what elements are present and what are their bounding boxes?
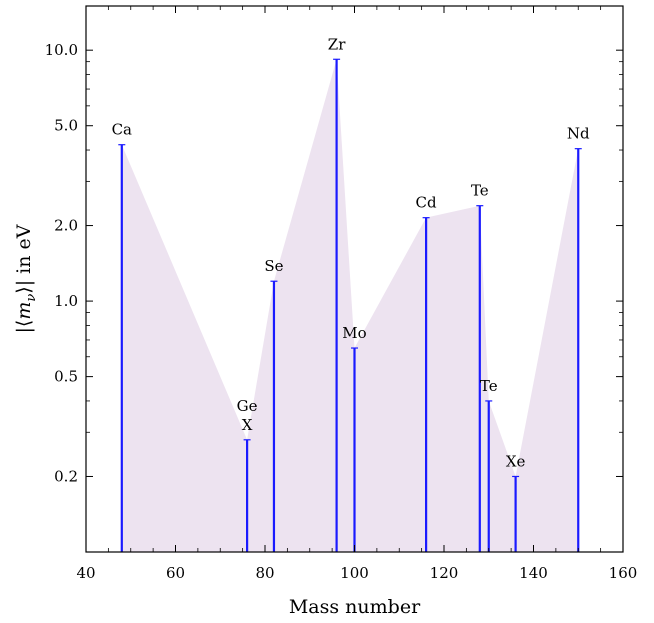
y-tick-label: 0.2 — [54, 467, 78, 485]
element-label: Ge X — [237, 397, 258, 434]
element-label: Ca — [112, 121, 132, 139]
element-labels-layer: Ca Ge X Se Zr Mo Cd Te Te Xe Nd — [112, 35, 590, 470]
y-tick-label: 10.0 — [45, 41, 78, 59]
element-label: Mo — [342, 324, 366, 342]
ticks-layer: 40 60 80 100 120 140 160 0.2 0.5 1.0 2.0 5.0 10.0 — [45, 6, 638, 582]
x-tick-label: 60 — [166, 564, 185, 582]
envelope-fill-layer — [121, 59, 579, 552]
y-tick-label: 1.0 — [54, 292, 78, 310]
x-tick-label: 100 — [340, 564, 369, 582]
x-axis-title: Mass number — [289, 596, 421, 618]
bars-layer — [118, 58, 582, 552]
y-tick-label: 5.0 — [54, 117, 78, 135]
element-label: Te — [471, 182, 489, 200]
x-tick-label: 160 — [609, 564, 638, 582]
element-label: Nd — [567, 125, 590, 143]
element-label: Zr — [328, 35, 346, 53]
x-tick-label: 140 — [519, 564, 548, 582]
x-tick-label: 120 — [430, 564, 459, 582]
y-axis-title: |⟨mν⟩| in eV — [13, 224, 39, 333]
element-label: Se — [264, 257, 283, 275]
y-tick-label: 2.0 — [54, 217, 78, 235]
element-label: Cd — [416, 194, 437, 212]
element-label: Te — [480, 377, 498, 395]
element-label: Xe — [506, 452, 526, 470]
x-tick-label: 80 — [255, 564, 274, 582]
x-tick-label: 40 — [76, 564, 95, 582]
envelope-fill — [121, 59, 579, 552]
y-tick-label: 0.5 — [54, 368, 78, 386]
